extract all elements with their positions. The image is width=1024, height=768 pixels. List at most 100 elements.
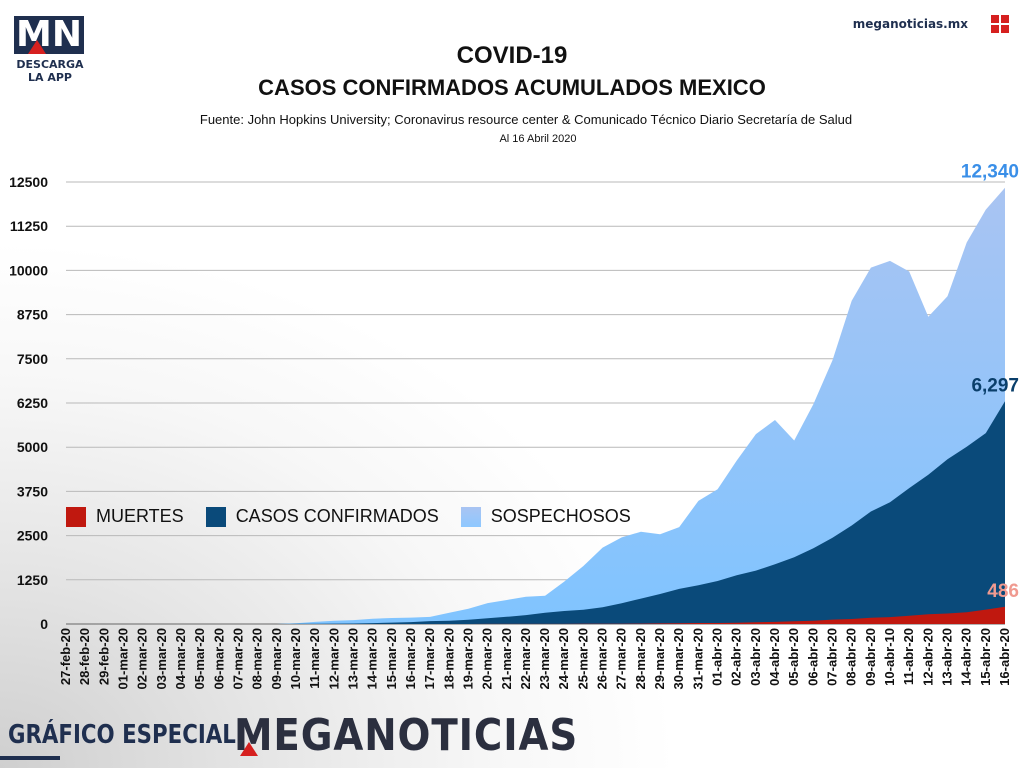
site-url[interactable]: meganoticias.mx — [852, 17, 968, 31]
series-areas — [66, 187, 1005, 624]
x-tick-label: 02-mar-20 — [135, 628, 150, 689]
chart-date: Al 16 Abril 2020 — [499, 133, 577, 145]
download-app-line2: LA APP — [28, 71, 72, 84]
x-tick-label: 28-mar-20 — [633, 628, 648, 689]
x-tick-label: 03-mar-20 — [154, 628, 169, 689]
chart-legend: MUERTES CASOS CONFIRMADOS SOSPECHOSOS — [66, 506, 653, 527]
x-tick-label: 04-abr-20 — [767, 628, 782, 686]
annotation-sospechosos: 12,340 — [961, 162, 1019, 183]
x-tick-label: 29-feb-20 — [96, 628, 111, 685]
x-tick-label: 23-mar-20 — [537, 628, 552, 689]
footer-triangle-icon — [240, 742, 258, 756]
x-tick-label: 10-mar-20 — [288, 628, 303, 689]
x-tick-label: 22-mar-20 — [518, 628, 533, 689]
y-axis-ticks: 0 1250 2500 3750 5000 6250 7500 8750 10000 11250 1… — [9, 174, 48, 632]
x-tick-label: 28-feb-20 — [77, 628, 92, 685]
grid-menu-icon[interactable] — [991, 15, 1009, 33]
x-tick-label: 06-mar-20 — [211, 628, 226, 689]
y-tick-label: 8750 — [17, 307, 48, 323]
logo-letters: MN — [16, 14, 82, 55]
area-confirmados — [66, 401, 1005, 624]
annotation-confirmados: 6,297 — [971, 375, 1019, 396]
legend-swatch-muertes — [66, 506, 86, 527]
download-app-label: DESCARGA LA APP — [14, 58, 86, 84]
x-tick-label: 13-abr-20 — [940, 628, 955, 686]
x-tick-label: 09-mar-20 — [269, 628, 284, 689]
x-tick-label: 06-abr-20 — [805, 628, 820, 686]
x-tick-label: 31-mar-20 — [690, 628, 705, 689]
x-tick-label: 27-feb-20 — [58, 628, 73, 685]
x-tick-label: 02-abr-20 — [729, 628, 744, 686]
y-tick-label: 10000 — [9, 262, 48, 278]
y-tick-label: 1250 — [17, 572, 48, 588]
x-tick-label: 11-abr-20 — [901, 628, 916, 685]
x-tick-label: 16-mar-20 — [403, 628, 418, 689]
x-tick-label: 13-mar-20 — [345, 628, 360, 689]
x-tick-label: 08-mar-20 — [250, 628, 265, 689]
y-tick-label: 2500 — [17, 528, 48, 544]
x-tick-label: 08-abr-20 — [844, 628, 859, 686]
legend-swatch-sospechosos — [460, 506, 481, 527]
footer-divider — [0, 756, 60, 760]
x-axis-ticks: 27-feb-20 28-feb-20 29-feb-20 01-mar-20 02-m… — [58, 628, 1012, 689]
chart-source: Fuente: John Hopkins University; Coronav… — [199, 112, 853, 127]
chart-subtitle: CASOS CONFIRMADOS ACUMULADOS MEXICO — [258, 75, 766, 100]
x-tick-label: 26-mar-20 — [595, 628, 610, 689]
x-tick-label: 10-abr-10 — [882, 628, 897, 686]
x-tick-label: 21-mar-20 — [499, 628, 514, 689]
y-tick-label: 6250 — [17, 395, 48, 411]
x-tick-label: 30-mar-20 — [671, 628, 686, 689]
footer-special-label: GRÁFICO ESPECIAL — [8, 720, 236, 750]
area-muertes — [66, 606, 1005, 624]
y-tick-label: 3750 — [17, 483, 48, 499]
x-tick-label: 04-mar-20 — [173, 628, 188, 689]
x-tick-label: 12-mar-20 — [326, 628, 341, 689]
download-app-line1: DESCARGA — [16, 58, 84, 71]
annotation-muertes: 486 — [987, 581, 1019, 602]
chart-title: COVID-19 — [456, 42, 568, 69]
legend-item-sospechosos: SOSPECHOSOS — [460, 506, 631, 527]
area-sospechosos — [66, 187, 1005, 624]
x-tick-label: 14-mar-20 — [365, 628, 380, 689]
y-tick-label: 5000 — [17, 439, 48, 455]
x-tick-label: 09-abr-20 — [863, 628, 878, 686]
footer-brand: MEGANOTICIAS — [234, 710, 579, 761]
y-tick-label: 0 — [40, 616, 48, 632]
legend-label-muertes: MUERTES — [96, 506, 184, 526]
legend-swatch-confirmados — [205, 506, 226, 527]
x-tick-label: 15-mar-20 — [384, 628, 399, 689]
x-tick-label: 12-abr-20 — [920, 628, 935, 686]
x-tick-label: 25-mar-20 — [575, 628, 590, 689]
footer-banner: GRÁFICO ESPECIAL MEGANOTICIAS — [0, 710, 1024, 768]
x-tick-label: 17-mar-20 — [422, 628, 437, 689]
x-tick-label: 20-mar-20 — [480, 628, 495, 689]
x-tick-label: 27-mar-20 — [614, 628, 629, 689]
y-tick-label: 12500 — [9, 174, 48, 190]
x-tick-label: 07-abr-20 — [825, 628, 840, 686]
logo-mark: MN — [14, 16, 84, 54]
legend-label-confirmados: CASOS CONFIRMADOS — [235, 506, 439, 526]
x-tick-label: 19-mar-20 — [460, 628, 475, 689]
x-tick-label: 16-abr-20 — [997, 628, 1012, 686]
x-tick-label: 05-abr-20 — [786, 628, 801, 686]
app-logo[interactable]: MN DESCARGA LA APP — [14, 16, 86, 84]
x-tick-label: 11-mar-20 — [307, 628, 322, 689]
x-tick-label: 29-mar-20 — [652, 628, 667, 689]
x-tick-label: 18-mar-20 — [441, 628, 456, 689]
x-tick-label: 05-mar-20 — [192, 628, 207, 689]
y-tick-label: 11250 — [10, 218, 48, 234]
legend-item-muertes: MUERTES — [66, 506, 184, 527]
x-tick-label: 14-abr-20 — [959, 628, 974, 686]
x-tick-label: 03-abr-20 — [748, 628, 763, 686]
x-tick-label: 07-mar-20 — [230, 628, 245, 689]
x-tick-label: 01-mar-20 — [115, 628, 130, 689]
x-tick-label: 24-mar-20 — [556, 628, 571, 689]
annotations: 12,340 6,297 486 — [961, 162, 1019, 602]
x-tick-label: 01-abr-20 — [710, 628, 725, 686]
legend-item-confirmados: CASOS CONFIRMADOS — [205, 506, 439, 527]
x-tick-label: 15-abr-20 — [978, 628, 993, 686]
legend-label-sospechosos: SOSPECHOSOS — [490, 506, 631, 526]
logo-triangle-icon — [28, 40, 46, 54]
y-tick-label: 7500 — [17, 351, 48, 367]
